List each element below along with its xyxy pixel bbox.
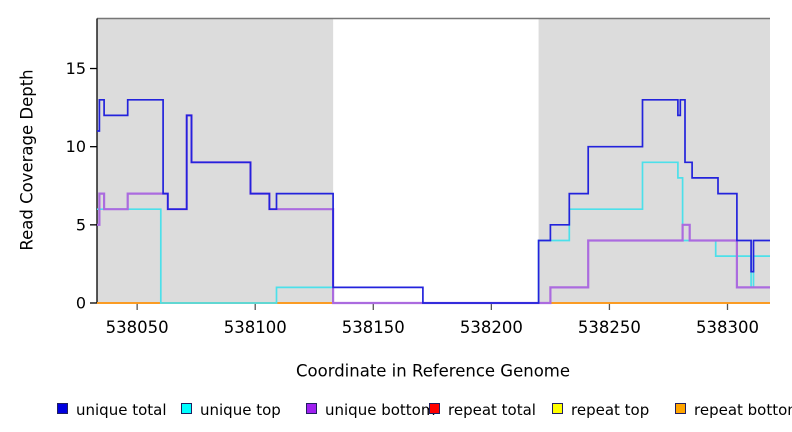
y-tick-label: 0	[76, 294, 86, 313]
shaded-region	[97, 18, 334, 303]
x-tick-label: 538300	[696, 318, 759, 337]
y-tick-label: 5	[76, 215, 86, 234]
y-tick-label: 15	[66, 59, 86, 78]
shaded-region	[538, 18, 770, 303]
x-tick-label: 538100	[224, 318, 287, 337]
x-axis-title: Coordinate in Reference Genome	[295, 361, 571, 381]
series-line-unique-total	[97, 98, 770, 304]
y-axis-title: Read Coverage Depth	[17, 69, 37, 251]
y-tick-label: 10	[66, 137, 86, 156]
x-tick-label: 538200	[460, 318, 523, 337]
x-tick-label: 538250	[578, 318, 641, 337]
x-tick-label: 538150	[342, 318, 405, 337]
x-tick-label: 538050	[106, 318, 169, 337]
